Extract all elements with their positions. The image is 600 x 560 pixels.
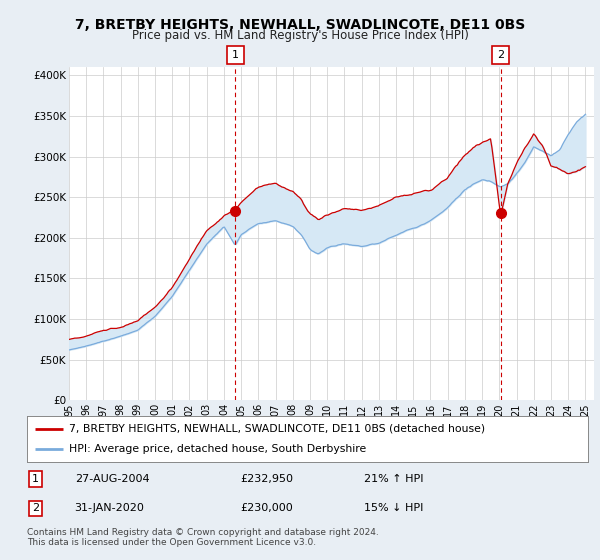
Text: £232,950: £232,950 (240, 474, 293, 484)
Text: Contains HM Land Registry data © Crown copyright and database right 2024.
This d: Contains HM Land Registry data © Crown c… (27, 528, 379, 547)
Text: 2: 2 (32, 503, 39, 514)
Text: 1: 1 (232, 50, 239, 60)
Text: £230,000: £230,000 (240, 503, 293, 514)
Text: 2: 2 (497, 50, 504, 60)
Text: Price paid vs. HM Land Registry's House Price Index (HPI): Price paid vs. HM Land Registry's House … (131, 29, 469, 41)
Text: 7, BRETBY HEIGHTS, NEWHALL, SWADLINCOTE, DE11 0BS: 7, BRETBY HEIGHTS, NEWHALL, SWADLINCOTE,… (75, 18, 525, 32)
Text: 1: 1 (32, 474, 39, 484)
Text: 15% ↓ HPI: 15% ↓ HPI (364, 503, 423, 514)
Text: 31-JAN-2020: 31-JAN-2020 (74, 503, 145, 514)
Text: 27-AUG-2004: 27-AUG-2004 (74, 474, 149, 484)
Text: HPI: Average price, detached house, South Derbyshire: HPI: Average price, detached house, Sout… (69, 444, 367, 454)
Text: 21% ↑ HPI: 21% ↑ HPI (364, 474, 423, 484)
Text: 7, BRETBY HEIGHTS, NEWHALL, SWADLINCOTE, DE11 0BS (detached house): 7, BRETBY HEIGHTS, NEWHALL, SWADLINCOTE,… (69, 424, 485, 434)
